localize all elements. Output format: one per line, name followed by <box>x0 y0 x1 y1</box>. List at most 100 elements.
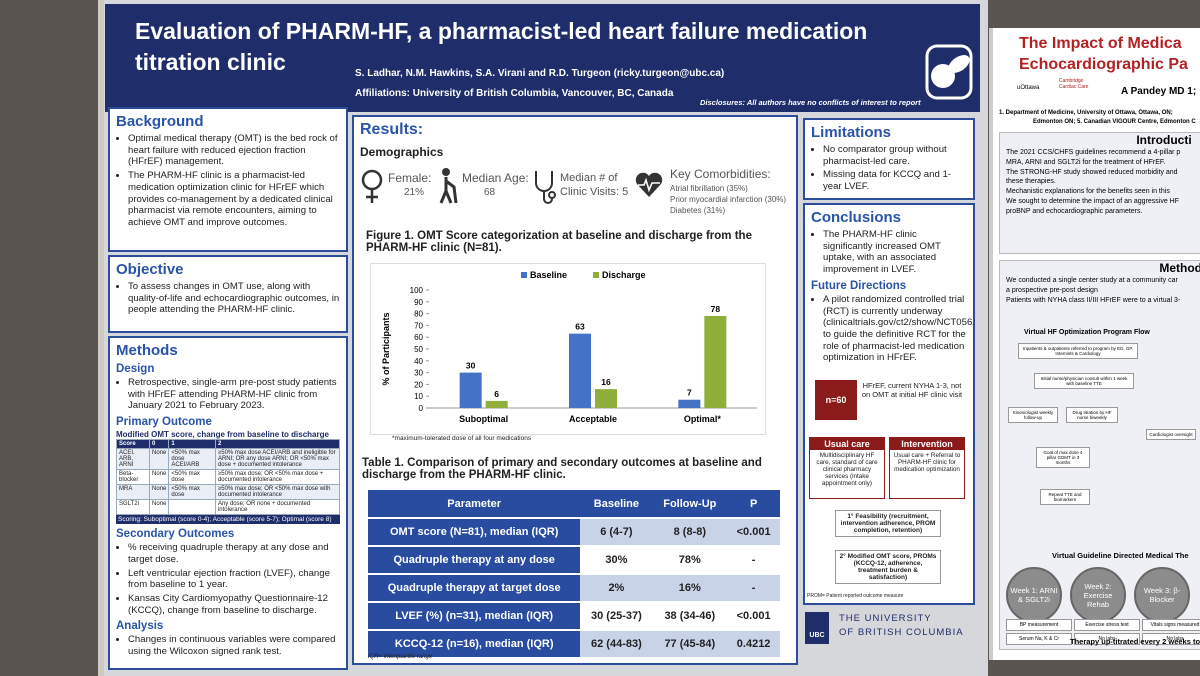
score-table: Score 0 1 2 ACEI, ARB, ARNI None <50% max dose… <box>115 439 341 516</box>
cell: MRA <box>115 484 151 501</box>
disclosures: Disclosures: All authors have no conflic… <box>700 98 921 107</box>
heading: Methods <box>1159 261 1200 275</box>
affiliation: Edmonton ON; 5. Canadian VIGOUR Centre, … <box>1033 119 1196 125</box>
population: HFrEF, current NYHA 1-3, not on OMT at i… <box>861 381 963 399</box>
label: Median Age: <box>462 171 529 185</box>
y-tick-label: 100 <box>410 286 424 295</box>
cell: None <box>149 499 170 516</box>
cell: 0.4212 <box>727 630 780 659</box>
cell: <50% max dose <box>168 484 216 501</box>
female-icon <box>361 169 383 203</box>
legend-swatch <box>521 272 527 278</box>
text-line: proBNP and echocardiographic parameters. <box>1006 207 1143 215</box>
y-tick-label: 70 <box>414 321 423 330</box>
label: Median # of Clinic Visits: 5 <box>560 172 629 199</box>
cell: OMT score (N=81), median (IQR) <box>368 518 581 547</box>
row: SGLT2i None Any dose; OR none + documented… <box>115 499 341 516</box>
usual-box: Usual care Multidisciplinary HF care, st… <box>809 437 885 499</box>
value: 21% <box>404 187 425 198</box>
cell: 2% <box>580 574 653 603</box>
row: ACEI, ARB, ARNI None <50% max dose ACEI/AR… <box>115 448 341 471</box>
cell: No labs <box>1074 633 1140 645</box>
cell: <0.001 <box>727 518 780 547</box>
value: 68 <box>484 187 496 198</box>
cell: No labs <box>1142 633 1200 645</box>
week-circle: Week 1: ARNI & SGLT2i <box>1006 567 1062 623</box>
value-label: 63 <box>575 322 585 332</box>
methods-panel: Methods We conducted a single center stu… <box>999 260 1200 650</box>
title: The Impact of Medica Echocardiographic P… <box>993 28 1200 76</box>
x-tick-label: Optimal* <box>684 414 722 424</box>
cell: - <box>727 574 780 603</box>
text-line: The STRONG-HF study showed reduced morbi… <box>1006 168 1178 176</box>
label: Key Comorbidities: <box>670 167 771 181</box>
header-row: Parameter Baseline Follow-Up P <box>368 490 780 519</box>
week-circle: Week 3: β-Blocker <box>1134 567 1190 623</box>
cell: Serum Na, K & Cr <box>1006 633 1072 645</box>
logo-line: THE UNIVERSITY <box>839 613 932 624</box>
cell: None <box>149 448 170 471</box>
poster-title: Evaluation of PHARM-HF, a pharmacist-led… <box>135 18 868 76</box>
cell: - <box>727 546 780 575</box>
ubc-logo: UBC THE UNIVERSITY OF BRITISH COLUMBIA <box>803 610 975 650</box>
bullet: Missing data for KCCQ and 1-year LVEF. <box>823 169 967 192</box>
cell: 38 (34-46) <box>652 602 728 631</box>
demographics: Female: 21% Median Age: 68 Median # of C… <box>360 165 790 225</box>
heading: Objective <box>116 261 184 278</box>
n-box: n=60 <box>815 380 857 420</box>
usual-title: Usual care <box>810 438 884 450</box>
bullet: % receiving quadruple therapy at any dos… <box>128 542 340 565</box>
heart-icon <box>635 172 663 197</box>
cell: 30% <box>580 546 653 575</box>
cell: 30 (25-37) <box>580 602 653 631</box>
bar <box>595 389 617 408</box>
figure-caption: Figure 1. OMT Score categorization at ba… <box>366 230 752 254</box>
y-axis-label: % of Participants <box>381 312 391 385</box>
bullet: The PHARM-HF clinic is a pharmacist-led … <box>128 170 340 229</box>
guideline-title: Virtual Guideline Directed Medical The <box>1052 551 1189 560</box>
cell <box>168 499 216 516</box>
header-cell: P <box>727 490 780 519</box>
row: Quadruple therapy at target dose 2% 16% - <box>368 574 780 603</box>
value-label: 6 <box>494 389 499 399</box>
table-wrap: Parameter Baseline Follow-Up P OMT score (N=… <box>368 490 780 659</box>
subheading: Secondary Outcomes <box>116 528 235 541</box>
flow-node: Drug titration by HF nurse biweekly <box>1066 407 1118 423</box>
cell: ≥50% max dose; OR <50% max dose + docume… <box>214 469 341 486</box>
value-label: 7 <box>687 388 692 398</box>
bar <box>459 372 482 408</box>
comorbidity-list: Atrial fibrillation (35%) Prior myocardi… <box>670 183 786 217</box>
item: Atrial fibrillation (35%) <box>670 184 748 193</box>
cell: Quadruple therapy at any dose <box>368 546 581 575</box>
text-line: We sought to determine the impact of an … <box>1006 197 1180 205</box>
subheading: Analysis <box>116 620 164 633</box>
cell: 62 (44-83) <box>580 630 653 659</box>
row: MRA None <50% max dose ≥50% max dose; OR <5… <box>115 484 341 501</box>
conclusions-panel: Conclusions The PHARM-HF clinic signific… <box>803 203 975 605</box>
text-line: We conducted a single center study at a … <box>1006 277 1178 284</box>
text-line: Patients with NYHA class II/III HFrEF we… <box>1006 296 1181 304</box>
secondary-box: 2° Modified OMT score, PROMs (KCCQ-12, a… <box>835 550 941 584</box>
cell: LVEF (%) (n=31), median (IQR) <box>368 602 581 631</box>
bullet: Kansas City Cardiomyopathy Questionnaire… <box>128 593 340 616</box>
authors: S. Ladhar, N.M. Hawkins, S.A. Virani and… <box>355 68 725 79</box>
heading: Limitations <box>811 124 892 141</box>
bar <box>569 333 591 408</box>
affiliation: 1. Department of Medicine, University of… <box>999 110 1173 116</box>
subheading: Future Directions <box>811 279 907 292</box>
cell: Exercise stress test <box>1074 619 1140 631</box>
cell: <50% max dose ACEI/ARB <box>168 448 216 471</box>
y-tick-label: 50 <box>414 345 423 354</box>
neighbor-poster: The Impact of Medica Echocardiographic P… <box>989 28 1200 660</box>
bullet: A pilot randomized controlled trial (RCT… <box>823 294 973 364</box>
heading: Results: <box>360 121 424 138</box>
cell: <0.001 <box>727 602 780 631</box>
flow-node: Kinesiologist weekly follow-up <box>1008 407 1058 423</box>
y-tick-label: 80 <box>414 310 423 319</box>
subheading: Design <box>116 363 155 375</box>
bullet: Left ventricular ejection fraction (LVEF… <box>128 568 340 591</box>
usual-text: Multidisciplinary HF care, standard of c… <box>816 452 878 487</box>
cell: Any dose; OR none + documented intoleran… <box>214 499 341 516</box>
scoring: Scoring: Suboptimal (score 0-4); Accepta… <box>116 515 340 525</box>
